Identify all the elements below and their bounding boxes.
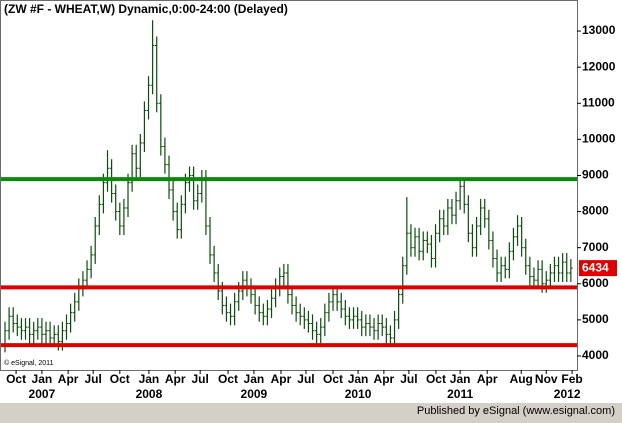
y-tick-label: 13000 <box>582 23 616 37</box>
footer: Published by eSignal (www.esignal.com) <box>417 405 615 417</box>
watermark: © eSignal, 2011 <box>4 359 54 367</box>
last-price-label: 6434 <box>582 260 609 274</box>
y-tick-label: 4000 <box>582 348 609 362</box>
x-tick-label: Jan <box>244 372 265 386</box>
x-tick-label: Oct <box>218 372 238 386</box>
x-tick-label: Apr <box>271 372 292 386</box>
y-tick-label: 11000 <box>582 95 615 109</box>
x-tick-label: Apr <box>58 372 79 386</box>
x-tick-label: Jul <box>297 372 314 386</box>
x-tick-label: Oct <box>110 372 130 386</box>
x-tick-label: Jan <box>348 372 369 386</box>
x-year-label: 2007 <box>29 387 56 401</box>
x-year-label: 2011 <box>447 387 473 401</box>
x-tick-label: Aug <box>510 372 533 386</box>
x-year-label: 2012 <box>554 387 581 401</box>
x-tick-label: Jul <box>400 372 417 386</box>
y-tick-label: 10000 <box>582 132 616 146</box>
x-tick-label: Jan <box>450 372 471 386</box>
x-tick-label: Jan <box>32 372 53 386</box>
x-tick-label: Jul <box>192 372 209 386</box>
x-year-label: 2010 <box>345 387 372 401</box>
x-tick-label: Oct <box>323 372 343 386</box>
x-tick-label: Jan <box>139 372 160 386</box>
last-price-box <box>579 260 617 277</box>
y-tick-label: 5000 <box>582 312 609 326</box>
y-tick-label: 9000 <box>582 168 609 182</box>
y-tick-label: 7000 <box>582 240 609 254</box>
x-tick-label: Jul <box>84 372 101 386</box>
x-tick-label: Apr <box>477 372 498 386</box>
y-tick-label: 8000 <box>582 204 609 218</box>
x-tick-label: Apr <box>374 372 395 386</box>
y-tick-label: 6000 <box>582 276 609 290</box>
x-tick-label: Oct <box>6 372 26 386</box>
plot-area <box>0 0 578 371</box>
x-year-label: 2009 <box>241 387 268 401</box>
x-year-label: 2008 <box>136 387 163 401</box>
chart-title: (ZW #F - WHEAT,W) Dynamic,0:00-24:00 (De… <box>4 2 288 16</box>
x-tick-label: Oct <box>426 372 446 386</box>
x-tick-label: Feb <box>561 372 582 386</box>
x-tick-label: Nov <box>535 372 558 386</box>
x-tick-label: Apr <box>165 372 186 386</box>
y-tick-label: 12000 <box>582 59 616 73</box>
